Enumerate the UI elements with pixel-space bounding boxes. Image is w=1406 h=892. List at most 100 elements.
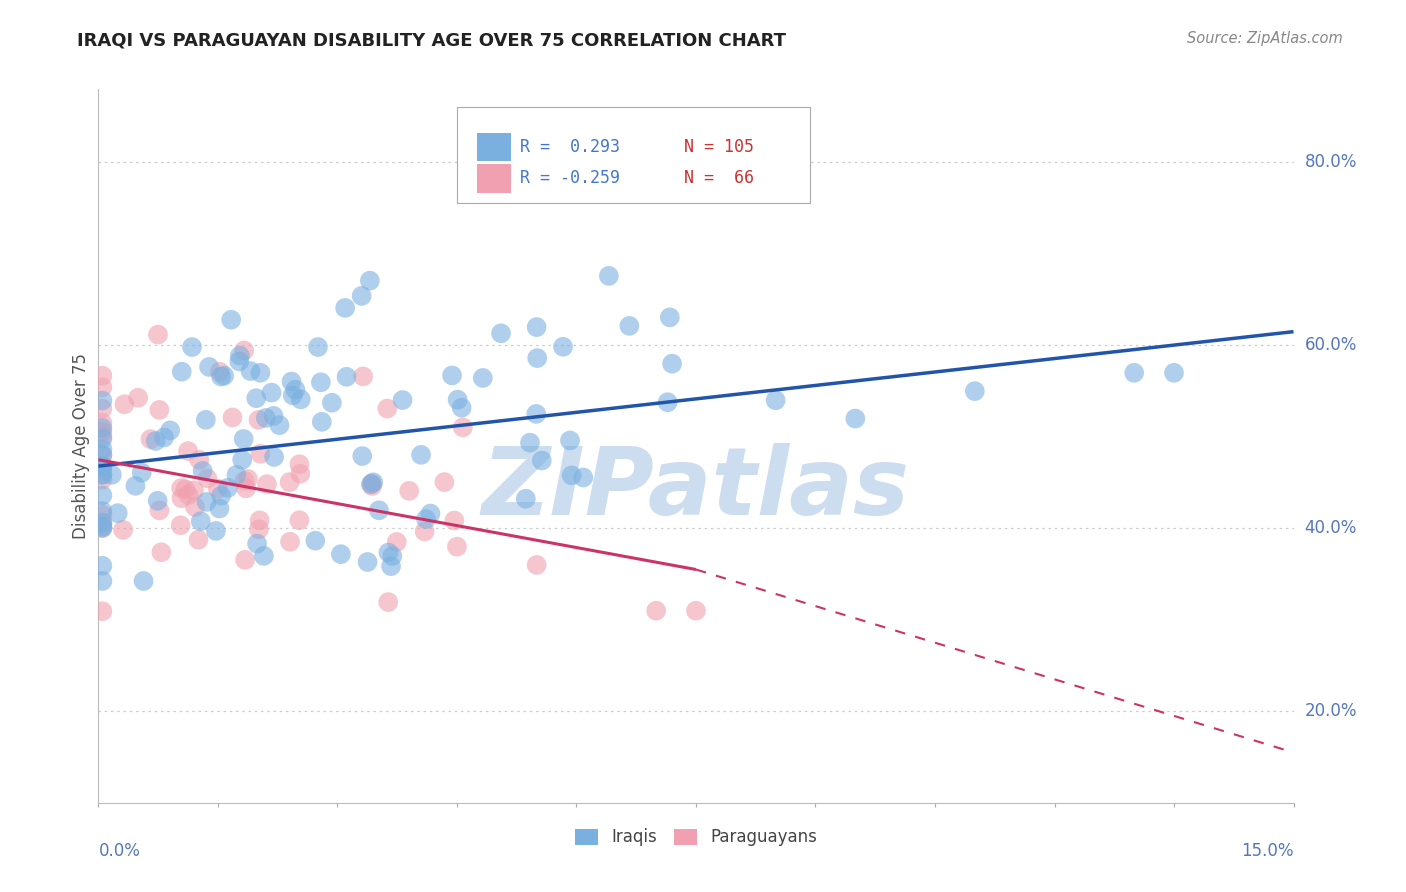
- Paraguayans: [146, 327, 169, 342]
- Paraguayans: [91, 380, 114, 394]
- Iraqis: [146, 493, 169, 508]
- Paraguayans: [278, 534, 301, 549]
- Iraqis: [91, 442, 114, 456]
- Iraqis: [91, 574, 114, 588]
- Iraqis: [619, 318, 641, 333]
- Iraqis: [281, 388, 304, 402]
- Iraqis: [131, 466, 153, 480]
- Iraqis: [391, 392, 413, 407]
- Iraqis: [381, 549, 404, 563]
- FancyBboxPatch shape: [457, 107, 810, 203]
- Iraqis: [228, 354, 250, 368]
- Paraguayans: [249, 513, 271, 527]
- Iraqis: [765, 393, 787, 408]
- Iraqis: [524, 407, 547, 421]
- Paraguayans: [207, 482, 229, 496]
- Iraqis: [101, 467, 124, 482]
- Iraqis: [91, 393, 114, 408]
- Iraqis: [329, 547, 352, 561]
- Iraqis: [254, 411, 277, 425]
- Paraguayans: [360, 476, 382, 491]
- Iraqis: [263, 450, 285, 464]
- Text: IRAQI VS PARAGUAYAN DISABILITY AGE OVER 75 CORRELATION CHART: IRAQI VS PARAGUAYAN DISABILITY AGE OVER …: [77, 31, 786, 49]
- Iraqis: [91, 467, 114, 482]
- Paraguayans: [112, 397, 135, 411]
- Iraqis: [489, 326, 512, 341]
- Paraguayans: [235, 481, 257, 495]
- Text: R = -0.259: R = -0.259: [520, 169, 620, 187]
- Iraqis: [232, 432, 254, 446]
- Iraqis: [352, 449, 374, 463]
- Iraqis: [253, 549, 276, 563]
- Iraqis: [132, 574, 155, 588]
- Paraguayans: [91, 516, 114, 531]
- Paraguayans: [256, 477, 278, 491]
- Iraqis: [91, 448, 114, 462]
- Iraqis: [321, 396, 343, 410]
- Paraguayans: [377, 595, 399, 609]
- Iraqis: [844, 411, 866, 425]
- Iraqis: [1123, 366, 1146, 380]
- Paraguayans: [112, 523, 135, 537]
- Paraguayans: [150, 545, 173, 559]
- Bar: [477, 164, 510, 193]
- Iraqis: [598, 268, 620, 283]
- Text: 15.0%: 15.0%: [1241, 842, 1294, 860]
- Paraguayans: [177, 444, 200, 458]
- Paraguayans: [352, 369, 374, 384]
- Iraqis: [107, 506, 129, 520]
- Paraguayans: [169, 518, 191, 533]
- Iraqis: [304, 533, 326, 548]
- Paraguayans: [413, 524, 436, 539]
- Text: N =  66: N = 66: [685, 169, 754, 187]
- Iraqis: [263, 409, 285, 423]
- Iraqis: [91, 504, 114, 518]
- Iraqis: [190, 514, 212, 528]
- Iraqis: [526, 351, 548, 365]
- Paraguayans: [174, 482, 197, 496]
- Text: 0.0%: 0.0%: [98, 842, 141, 860]
- Iraqis: [307, 340, 329, 354]
- Iraqis: [309, 376, 332, 390]
- Iraqis: [145, 434, 167, 448]
- Iraqis: [91, 432, 114, 446]
- Paraguayans: [685, 604, 707, 618]
- Text: 40.0%: 40.0%: [1305, 519, 1357, 537]
- Iraqis: [409, 448, 432, 462]
- Iraqis: [515, 491, 537, 506]
- Paraguayans: [433, 475, 456, 489]
- Iraqis: [229, 349, 252, 363]
- Iraqis: [91, 488, 114, 502]
- Iraqis: [245, 391, 267, 405]
- Iraqis: [280, 375, 302, 389]
- Iraqis: [191, 464, 214, 478]
- Paraguayans: [127, 391, 149, 405]
- Paraguayans: [385, 535, 408, 549]
- Legend: Iraqis, Paraguayans: Iraqis, Paraguayans: [568, 822, 824, 853]
- Iraqis: [333, 301, 356, 315]
- Iraqis: [195, 495, 218, 509]
- Paraguayans: [91, 473, 114, 487]
- Paraguayans: [375, 401, 398, 416]
- Iraqis: [239, 364, 262, 378]
- Iraqis: [284, 383, 307, 397]
- Paraguayans: [290, 467, 312, 481]
- Paraguayans: [247, 413, 270, 427]
- Iraqis: [91, 558, 114, 573]
- Text: 20.0%: 20.0%: [1305, 702, 1357, 721]
- Iraqis: [198, 359, 221, 374]
- Iraqis: [446, 392, 468, 407]
- Paraguayans: [645, 604, 668, 618]
- Paraguayans: [177, 488, 200, 502]
- Iraqis: [124, 479, 146, 493]
- Paraguayans: [148, 403, 170, 417]
- Paraguayans: [233, 474, 256, 488]
- Text: 60.0%: 60.0%: [1305, 336, 1357, 354]
- Paraguayans: [91, 458, 114, 473]
- Paraguayans: [91, 401, 114, 416]
- Iraqis: [217, 481, 239, 495]
- Iraqis: [91, 519, 114, 533]
- Iraqis: [209, 489, 232, 503]
- Paraguayans: [91, 425, 114, 439]
- Paraguayans: [208, 365, 231, 379]
